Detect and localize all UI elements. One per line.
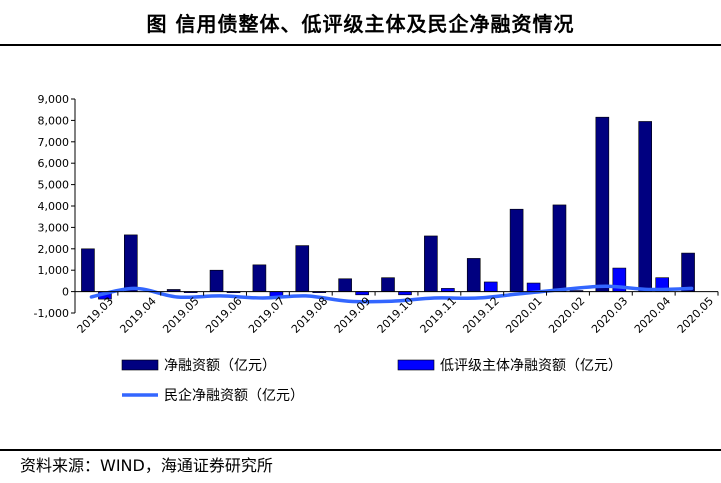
y-tick-label: 0 [62, 286, 69, 299]
bar-net-financing [81, 248, 95, 292]
x-tick-label: 2019.05 [160, 295, 201, 336]
x-tick-label: 2019.08 [289, 295, 330, 336]
legend-label: 低评级主体净融资额（亿元） [440, 358, 622, 374]
bar-net-financing [381, 277, 395, 292]
x-tick-label: 2019.04 [117, 295, 158, 336]
bar-net-financing [509, 208, 524, 292]
y-tick-label: 2,000 [38, 243, 70, 256]
x-tick-label: 2020.04 [632, 295, 673, 336]
bar-net-financing [552, 204, 567, 292]
chart: 9,000 8,000 7,000 6,000 5,000 4,000 3,000 2,000… [34, 93, 719, 404]
y-tick-label: 7,000 [38, 136, 70, 149]
bar-net-financing [595, 116, 610, 292]
axes [74, 99, 719, 313]
y-tick-label: 1,000 [38, 264, 70, 277]
bar-net-financing [252, 264, 267, 292]
title-rule [0, 44, 721, 46]
y-tick-label: -1,000 [34, 307, 69, 320]
x-tick-label: 2019.06 [203, 295, 244, 336]
legend-swatch [121, 359, 159, 371]
bars [81, 116, 695, 300]
y-tick-label: 9,000 [38, 93, 70, 106]
bar-net-financing [124, 234, 138, 292]
line-series [89, 284, 694, 304]
legend-swatch [397, 359, 435, 371]
legend-label: 净融资额（亿元） [164, 358, 276, 374]
x-tick-label: 2019.11 [418, 295, 459, 336]
x-tick-label: 2019.07 [246, 295, 287, 336]
y-tick-label: 3,000 [38, 221, 70, 234]
y-tick-label: 8,000 [38, 114, 70, 127]
bar-net-financing [681, 252, 695, 292]
legend: 净融资额（亿元） 低评级主体净融资额（亿元） 民企净融资额（亿元） [121, 358, 622, 404]
y-axis-ticks: 9,000 8,000 7,000 6,000 5,000 4,000 3,000 2,000… [34, 93, 75, 320]
bar-net-financing [338, 278, 352, 292]
source-note: 资料来源：WIND，海通证券研究所 [20, 456, 273, 475]
x-tick-label: 2020.05 [675, 295, 716, 336]
bar-net-financing [424, 235, 438, 292]
source-rule [0, 449, 721, 451]
y-tick-label: 5,000 [38, 179, 70, 192]
bar-low-rating [483, 281, 498, 292]
y-tick-label: 6,000 [38, 157, 70, 170]
chart-title: 图 信用债整体、低评级主体及民企净融资情况 [146, 11, 575, 36]
bar-net-financing [466, 258, 481, 292]
x-tick-label: 2019.03 [75, 295, 116, 336]
x-tick-label: 2020.02 [546, 295, 587, 336]
x-tick-label: 2020.01 [503, 295, 544, 336]
x-tick-label: 2020.03 [589, 295, 630, 336]
legend-label: 民企净融资额（亿元） [164, 387, 304, 404]
y-tick-label: 4,000 [38, 200, 70, 213]
bar-net-financing [295, 245, 310, 292]
bar-net-financing [209, 269, 224, 292]
x-tick-label: 2019.12 [460, 295, 501, 336]
line-private-enterprise [89, 284, 694, 304]
bar-net-financing [638, 121, 653, 292]
